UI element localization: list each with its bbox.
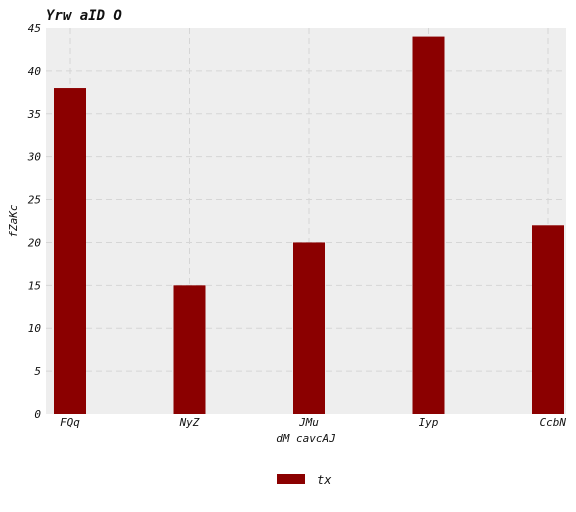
y-tick-label: 0	[34, 408, 41, 421]
bar	[293, 242, 325, 414]
y-axis-label: fZaKc	[7, 204, 20, 237]
x-axis-ticks: FQq NyZ JMu Iyp CcbN	[60, 416, 566, 429]
x-tick-label: CcbN	[540, 416, 567, 429]
y-tick-label: 40	[28, 65, 42, 78]
y-tick-label: 30	[27, 151, 42, 164]
legend-entry: tx	[317, 473, 332, 487]
y-tick-label: 10	[28, 322, 42, 335]
legend: tx	[277, 473, 332, 487]
x-tick-label: Iyp	[419, 416, 439, 429]
y-axis-ticks: 0 5 10 15 20 25 30 35 40 45	[27, 22, 42, 421]
y-tick-label: 15	[28, 279, 41, 292]
y-tick-label: 35	[27, 108, 41, 121]
x-axis-label: dM cavcAJ	[276, 432, 336, 445]
bar	[173, 285, 206, 414]
legend-swatch	[277, 474, 305, 484]
bars	[54, 36, 564, 415]
chart-title: Yrw aID O	[46, 8, 122, 24]
y-tick-label: 45	[28, 22, 41, 35]
y-tick-label: 5	[34, 365, 41, 378]
x-tick-label: JMu	[298, 416, 319, 429]
bar	[54, 88, 86, 415]
y-tick-label: 20	[28, 236, 42, 249]
x-tick-label: NyZ	[179, 416, 200, 429]
y-tick-label: 25	[28, 194, 41, 207]
bar	[532, 225, 564, 414]
bar	[412, 36, 445, 414]
x-tick-label: FQq	[60, 416, 80, 429]
